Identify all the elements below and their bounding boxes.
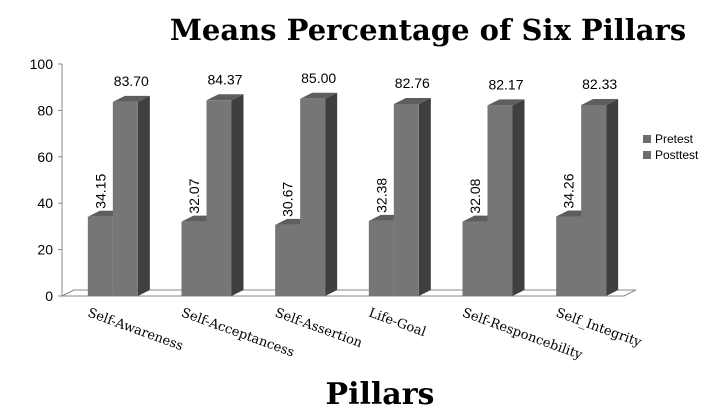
category-label: Life-Goal xyxy=(366,306,427,341)
legend-label-posttest: Posttest xyxy=(655,148,699,162)
data-label-pretest: 32.08 xyxy=(467,178,483,213)
axes: 0 20 40 60 80 100 xyxy=(30,56,637,304)
bar-posttest-3 xyxy=(393,97,431,297)
bar-side xyxy=(512,99,525,296)
data-label-posttest: 82.76 xyxy=(395,75,430,91)
bar-posttest-5 xyxy=(581,98,619,296)
legend-swatch-posttest xyxy=(643,151,651,159)
data-label-pretest: 30.67 xyxy=(280,182,296,217)
data-label-posttest: 84.37 xyxy=(207,71,242,87)
bar-front xyxy=(112,101,138,296)
bar-front xyxy=(206,100,232,296)
bar-front xyxy=(581,104,607,296)
bar-front xyxy=(368,220,394,296)
data-labels: 34.15 83.70 32.07 84.37 30.67 85.00 32.38 82.76… xyxy=(92,70,617,217)
y-tick-label: 80 xyxy=(37,102,53,118)
chart-floor xyxy=(61,289,637,297)
bar-side xyxy=(418,97,431,297)
y-tick-label: 100 xyxy=(30,56,54,72)
bar-top xyxy=(300,92,338,99)
data-label-posttest: 82.17 xyxy=(488,76,523,92)
bar-front xyxy=(556,216,582,296)
legend-swatch-pretest xyxy=(643,135,651,143)
bar-front xyxy=(487,105,513,296)
bars xyxy=(87,92,619,297)
bar-posttest-4 xyxy=(487,99,525,296)
bar-posttest-2 xyxy=(300,92,338,296)
bar-front xyxy=(275,224,301,296)
category-labels: Self-AwarenessSelf-AcceptancessSelf-Asse… xyxy=(85,306,643,364)
bar-front xyxy=(393,103,419,297)
bar-top xyxy=(393,97,431,104)
bar-posttest-0 xyxy=(112,95,150,296)
data-label-posttest: 83.70 xyxy=(114,73,149,89)
y-tick-label: 40 xyxy=(37,195,53,211)
bar-top xyxy=(581,98,619,105)
x-axis-title: Pillars xyxy=(326,377,435,412)
bar-side xyxy=(606,98,619,296)
legend: Pretest Posttest xyxy=(643,132,699,162)
data-label-pretest: 34.15 xyxy=(92,174,108,209)
chart-title: Means Percentage of Six Pillars xyxy=(170,13,686,47)
data-label-pretest: 32.07 xyxy=(186,178,202,213)
bar-front xyxy=(87,216,113,296)
y-tick-label: 60 xyxy=(37,149,53,165)
category-label: Self-Awareness xyxy=(85,306,185,354)
bar-top xyxy=(487,99,525,106)
bar-posttest-1 xyxy=(206,94,244,296)
bar-side xyxy=(137,95,150,296)
data-label-pretest: 34.26 xyxy=(561,173,577,208)
bar-front xyxy=(462,221,488,296)
bar-front xyxy=(300,98,326,296)
data-label-posttest: 85.00 xyxy=(301,70,336,86)
bar-front xyxy=(181,221,207,296)
y-tick-label: 0 xyxy=(45,288,53,304)
bar-side xyxy=(231,94,244,296)
data-label-posttest: 82.33 xyxy=(582,76,617,92)
bar-top xyxy=(112,95,150,102)
y-tick-label: 20 xyxy=(37,242,53,258)
bar-side xyxy=(325,92,338,296)
data-label-pretest: 32.38 xyxy=(373,178,389,213)
legend-label-pretest: Pretest xyxy=(655,132,694,146)
bar-top xyxy=(206,94,244,101)
